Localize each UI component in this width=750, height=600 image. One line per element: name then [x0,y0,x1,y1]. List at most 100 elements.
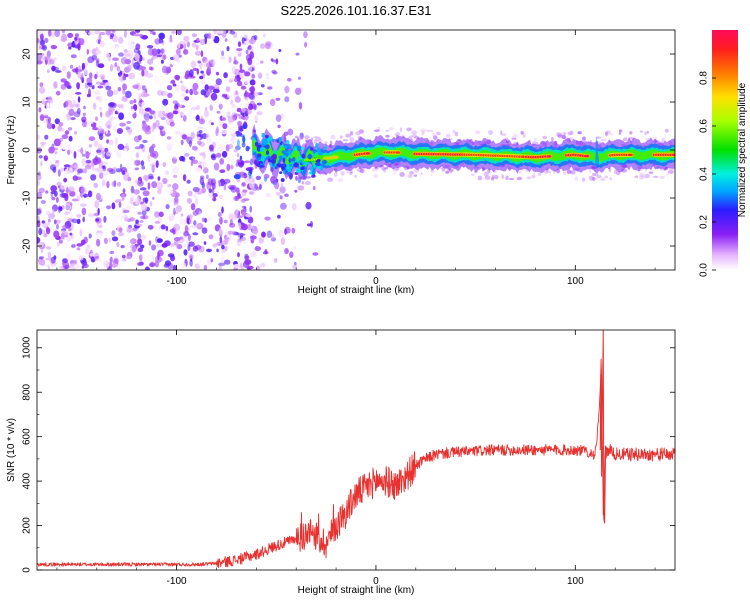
heatmap-noise-cell [43,155,49,162]
heatmap-noise-cell [265,192,271,198]
heatmap-halo-cell [345,133,351,138]
heatmap-noise-cell [77,168,84,174]
heatmap-noise-cell [38,187,45,194]
heatmap-noise-cell [50,99,54,104]
heatmap-noise-cell [216,71,219,76]
heatmap-noise-cell [229,222,236,228]
heatmap-noise-cell [241,205,246,209]
heatmap-noise-cell [142,85,146,91]
heatmap-noise-cell [246,109,253,115]
heatmap-noise-cell [154,221,160,224]
heatmap-noise-cell [41,220,46,224]
heatmap-noise-cell [195,44,199,51]
heatmap-noise-cell [64,193,69,202]
heatmap-noise-cell [195,105,201,110]
heatmap-noise-cell [215,128,219,137]
heatmap-noise-cell [263,177,268,182]
heatmap-noise-cell [99,73,106,79]
heatmap-halo-cell [588,169,592,174]
heatmap-noise-cell [109,116,117,120]
heatmap-noise-cell [298,102,303,110]
heatmap-transition-cell [260,157,265,162]
heatmap-noise-cell [303,31,308,39]
snr-frame [36,329,676,571]
heatmap-noise-cell [123,209,130,214]
heatmap-noise-cell [118,227,123,233]
heatmap-noise-cell [164,107,170,115]
heatmap-noise-cell [233,263,241,268]
heatmap-noise-cell [37,37,40,44]
heatmap-noise-cell [211,182,216,190]
heatmap-noise-cell [179,111,184,116]
heatmap-noise-cell [198,210,201,217]
heatmap-noise-cell [109,251,115,254]
heatmap-noise-cell [147,58,154,65]
heatmap-noise-cell [133,99,137,104]
heatmap-halo-cell [582,136,586,141]
heatmap-noise-cell [170,31,177,34]
heatmap-halo-cell [305,176,312,179]
heatmap-noise-cell [167,262,174,270]
heatmap-noise-cell [79,203,87,207]
heatmap-noise-cell [154,38,161,45]
heatmap-noise-cell [192,232,199,236]
heatmap-halo-cell [342,139,349,142]
heatmap-noise-cell [144,107,150,112]
heatmap-noise-cell [256,111,263,116]
heatmap-noise-cell [116,128,123,134]
heatmap-noise-cell [41,98,45,102]
heatmap-transition-cell [256,153,262,158]
heatmap-halo-cell [306,176,312,179]
heatmap-halo-cell [501,174,505,180]
snr-y-tick-label: 0 [22,567,33,573]
heatmap-noise-cell [76,107,81,115]
heatmap-halo-cell [639,130,644,133]
heatmap-noise-cell [182,115,187,122]
heatmap-noise-cell [115,199,123,202]
heatmap-noise-cell [142,197,149,203]
heatmap-noise-cell [229,219,233,226]
heatmap-noise-cell [182,174,187,182]
heatmap-noise-cell [69,64,74,69]
heatmap-noise-cell [233,174,241,180]
heatmap-halo-cell [315,138,318,143]
heatmap-noise-cell [94,200,99,209]
heatmap-halo-cell [430,169,435,173]
heatmap-noise-cell [304,41,308,48]
heatmap-noise-cell [206,62,212,69]
heatmap-noise-cell [135,197,140,205]
heatmap-noise-cell [223,183,227,191]
heatmap-noise-cell [55,159,60,164]
heatmap-halo-cell [534,138,537,143]
heatmap-noise-cell [133,135,141,143]
snr-x-tick-label: 100 [567,576,584,587]
heatmap-noise-cell [70,117,76,121]
heatmap-halo-cell [327,177,334,182]
heatmap-noise-cell [107,102,114,108]
heatmap-noise-cell [39,82,44,88]
heatmap-noise-cell [68,108,75,117]
heatmap-noise-cell [228,116,235,123]
heatmap-noise-cell [250,238,255,243]
heatmap-noise-cell [289,251,294,258]
snr-x-axis: -100 0 100 [56,330,656,587]
heatmap-noise-cell [194,50,202,56]
heatmap-noise-cell [116,214,121,218]
heatmap-noise-cell [126,226,132,233]
heatmap-noise-cell [142,139,148,144]
heatmap-noise-cell [233,149,238,153]
heatmap-noise-cell [45,226,50,233]
heatmap-noise-cell [185,89,189,94]
heatmap-noise-cell [173,174,178,178]
heatmap-noise-cell [95,218,100,222]
heatmap-noise-cell [225,110,231,117]
heatmap-halo-cell [385,129,389,132]
heatmap-noise-cell [279,195,283,200]
heatmap-noise-cell [75,66,79,75]
heatmap-noise-cell [92,127,99,131]
heatmap-noise-cell [75,33,79,38]
heatmap-halo-cell [311,137,314,141]
heatmap-noise-cell [149,110,156,115]
heatmap-noise-cell [211,122,214,126]
heatmap-noise-cell [133,189,140,195]
